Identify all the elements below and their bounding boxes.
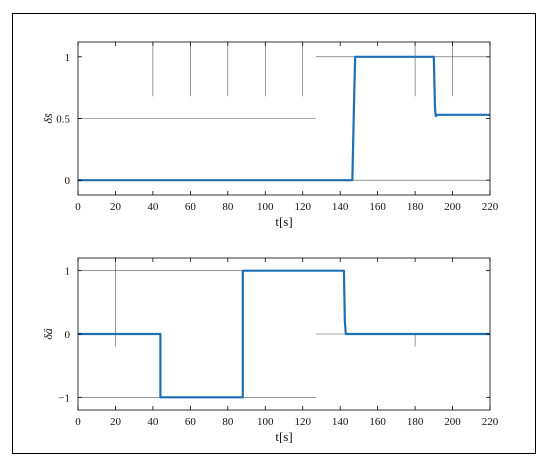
series-line bbox=[78, 269, 490, 399]
x-tick-label: 60 bbox=[185, 416, 197, 428]
y-tick-label: 0.5 bbox=[56, 114, 70, 126]
x-tick-label: 200 bbox=[444, 201, 461, 213]
y-axis-label: δs̄ bbox=[41, 113, 55, 124]
x-tick-label: 20 bbox=[110, 201, 122, 213]
x-tick-label: 120 bbox=[294, 416, 311, 428]
x-tick-label: 180 bbox=[407, 416, 424, 428]
y-tick-label: 0 bbox=[65, 175, 71, 187]
y-tick-label: 1 bbox=[65, 52, 71, 64]
x-tick-label: 160 bbox=[369, 416, 386, 428]
x-tick-label: 180 bbox=[407, 201, 424, 213]
x-tick-label: 0 bbox=[75, 201, 81, 213]
x-tick-label: 20 bbox=[110, 416, 122, 428]
x-tick-label: 60 bbox=[185, 201, 197, 213]
x-tick-label: 100 bbox=[257, 416, 274, 428]
x-tick-label: 80 bbox=[222, 416, 234, 428]
x-tick-label: 100 bbox=[257, 201, 274, 213]
x-tick-label: 220 bbox=[482, 416, 499, 428]
x-tick-label: 160 bbox=[369, 201, 386, 213]
y-axis-label: δā bbox=[41, 328, 55, 340]
x-tick-label: 120 bbox=[294, 201, 311, 213]
series-line bbox=[78, 55, 490, 182]
x-tick-label: 40 bbox=[147, 201, 159, 213]
chart-panel-2: 0 20 40 60 80 100 120 140 160 180 200 220 −1 0 1 t[s] δā bbox=[41, 257, 499, 444]
x-tick-label: 200 bbox=[444, 416, 461, 428]
x-tick-label: 0 bbox=[75, 416, 81, 428]
figure-frame bbox=[12, 13, 536, 454]
x-tick-label: 220 bbox=[482, 201, 499, 213]
x-tick-label: 140 bbox=[332, 201, 349, 213]
y-tick-label: 1 bbox=[65, 266, 71, 278]
y-tick-label: 0 bbox=[65, 329, 71, 341]
x-tick-label: 40 bbox=[147, 416, 159, 428]
chart-panel-1: 0 20 40 60 80 100 120 140 160 180 200 220 0 0.5 1 t[s] δ… bbox=[41, 41, 499, 229]
x-tick-label: 140 bbox=[332, 416, 349, 428]
x-tick-label: 80 bbox=[222, 201, 234, 213]
x-axis-label: t[s] bbox=[275, 429, 292, 444]
y-tick-label: −1 bbox=[58, 392, 70, 404]
x-axis-label: t[s] bbox=[275, 214, 292, 229]
